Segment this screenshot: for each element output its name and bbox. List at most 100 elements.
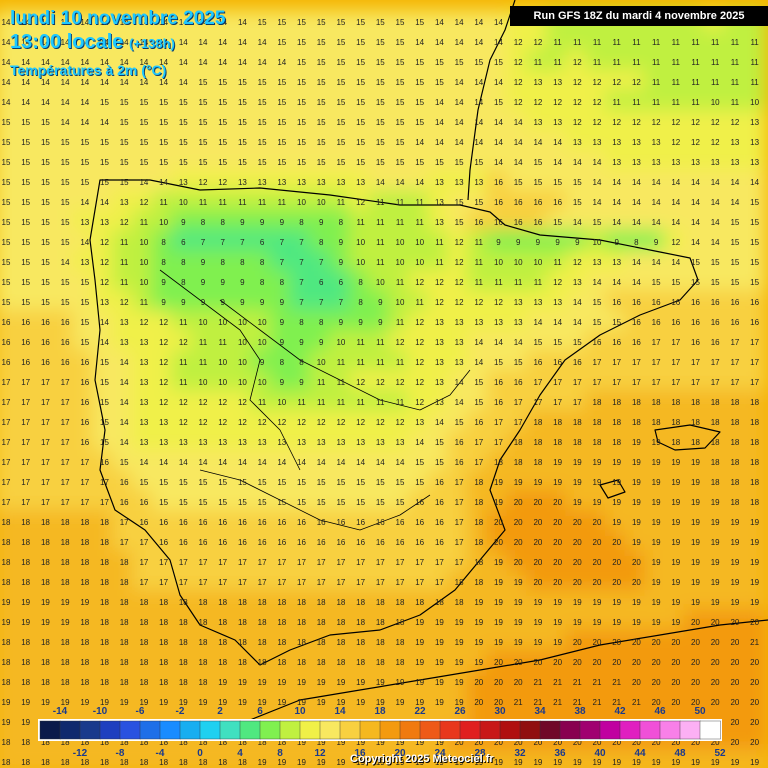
temperature-cell [447,110,471,134]
temperature-value: 21 [573,678,582,687]
temperature-cell [33,110,58,134]
legend-tick-label: 36 [554,748,566,759]
temperature-value: 18 [612,398,621,407]
temperature-cell [407,230,432,254]
temperature-cell [506,90,531,114]
temperature-value: 20 [711,678,720,687]
temperature-cell [466,290,491,314]
temperature-cell [388,110,412,134]
temperature-value: 9 [575,238,580,247]
temperature-value: 19 [612,618,621,627]
temperature-value: 17 [652,378,661,387]
temperature-cell [703,410,728,434]
temperature-value: 12 [435,278,444,287]
temperature-value: 11 [632,38,641,47]
temperature-cell [151,230,176,254]
temperature-value: 17 [494,438,503,447]
temperature-value: 16 [514,218,523,227]
temperature-cell [427,490,452,514]
temperature-cell [565,750,590,768]
temperature-value: 14 [632,278,641,287]
temperature-value: 14 [671,178,680,187]
temperature-cell [466,590,491,614]
temperature-value: 11 [376,358,385,367]
temperature-cell [388,230,412,254]
temperature-value: 15 [573,338,582,347]
temperature-value: 12 [455,258,464,267]
temperature-cell [368,650,393,674]
temperature-value: 15 [336,58,345,67]
temperature-cell [151,550,176,574]
temperature-value: 13 [376,438,385,447]
temperature-value: 14 [238,458,247,467]
temperature-value: 19 [612,498,621,507]
temperature-value: 19 [199,698,208,707]
temperature-value: 17 [41,398,50,407]
legend-tick-label: 2 [217,706,223,717]
temperature-value: 14 [711,238,720,247]
temperature-value: 14 [159,58,168,67]
temperature-cell [407,510,432,534]
temperature-value: 13 [415,418,424,427]
temperature-value: 13 [455,178,464,187]
temperature-value: 18 [730,478,739,487]
temperature-cell [92,370,117,394]
temperature-cell [230,490,255,514]
temperature-cell [624,130,649,154]
temperature-cell [191,410,215,434]
temperature-value: 10 [139,238,148,247]
temperature-cell [506,330,531,354]
temperature-cell [486,590,511,614]
temperature-value: 20 [593,558,602,567]
temperature-value: 18 [474,478,483,487]
temperature-cell [210,350,235,374]
temperature-value: 15 [376,138,385,147]
temperature-value: 17 [277,578,286,587]
temperature-value: 19 [671,618,680,627]
temperature-value: 13 [317,178,326,187]
temperature-cell [663,550,688,574]
temperature-value: 15 [474,198,483,207]
temperature-value: 17 [21,478,30,487]
temperature-cell [151,110,176,134]
temperature-cell [289,270,314,294]
temperature-cell [723,710,747,734]
temperature-value: 14 [435,18,444,27]
temperature-cell [447,450,471,474]
temperature-cell [0,30,18,54]
temperature-value: 15 [730,258,739,267]
temperature-cell [289,150,314,174]
temperature-value: 9 [378,318,383,327]
temperature-cell [604,670,629,694]
temperature-cell [0,90,18,114]
temperature-value: 11 [711,58,720,67]
temperature-value: 19 [514,638,523,647]
temperature-cell [703,470,728,494]
temperature-value: 12 [297,418,306,427]
temperature-cell [585,90,609,114]
temperature-cell [0,150,18,174]
temperature-value: 20 [514,498,523,507]
temperature-value: 20 [730,638,739,647]
temperature-value: 12 [455,298,464,307]
temperature-value: 13 [159,418,168,427]
temperature-cell [486,90,511,114]
temperature-value: 20 [652,678,661,687]
temperature-value: 11 [396,278,405,287]
temperature-cell [53,650,77,674]
temperature-value: 15 [238,78,247,87]
temperature-value: 14 [671,218,680,227]
temperature-cell [427,190,452,214]
temperature-value: 12 [632,78,641,87]
temperature-cell [506,470,531,494]
temperature-value: 15 [356,118,365,127]
temperature-cell [565,290,590,314]
temperature-value: 15 [139,478,148,487]
temperature-value: 19 [435,678,444,687]
temperature-cell [407,350,432,374]
temperature-value: 9 [555,238,560,247]
temperature-cell [13,210,38,234]
temperature-value: 20 [750,658,759,667]
temperature-value: 16 [120,478,129,487]
temperature-cell [0,10,18,34]
